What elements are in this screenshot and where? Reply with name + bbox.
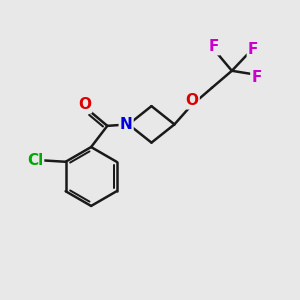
Text: O: O <box>78 97 91 112</box>
Text: O: O <box>186 93 199 108</box>
Text: N: N <box>120 117 133 132</box>
Text: F: F <box>248 42 258 57</box>
Text: Cl: Cl <box>27 153 43 168</box>
Text: F: F <box>251 70 262 85</box>
Text: F: F <box>209 39 219 54</box>
